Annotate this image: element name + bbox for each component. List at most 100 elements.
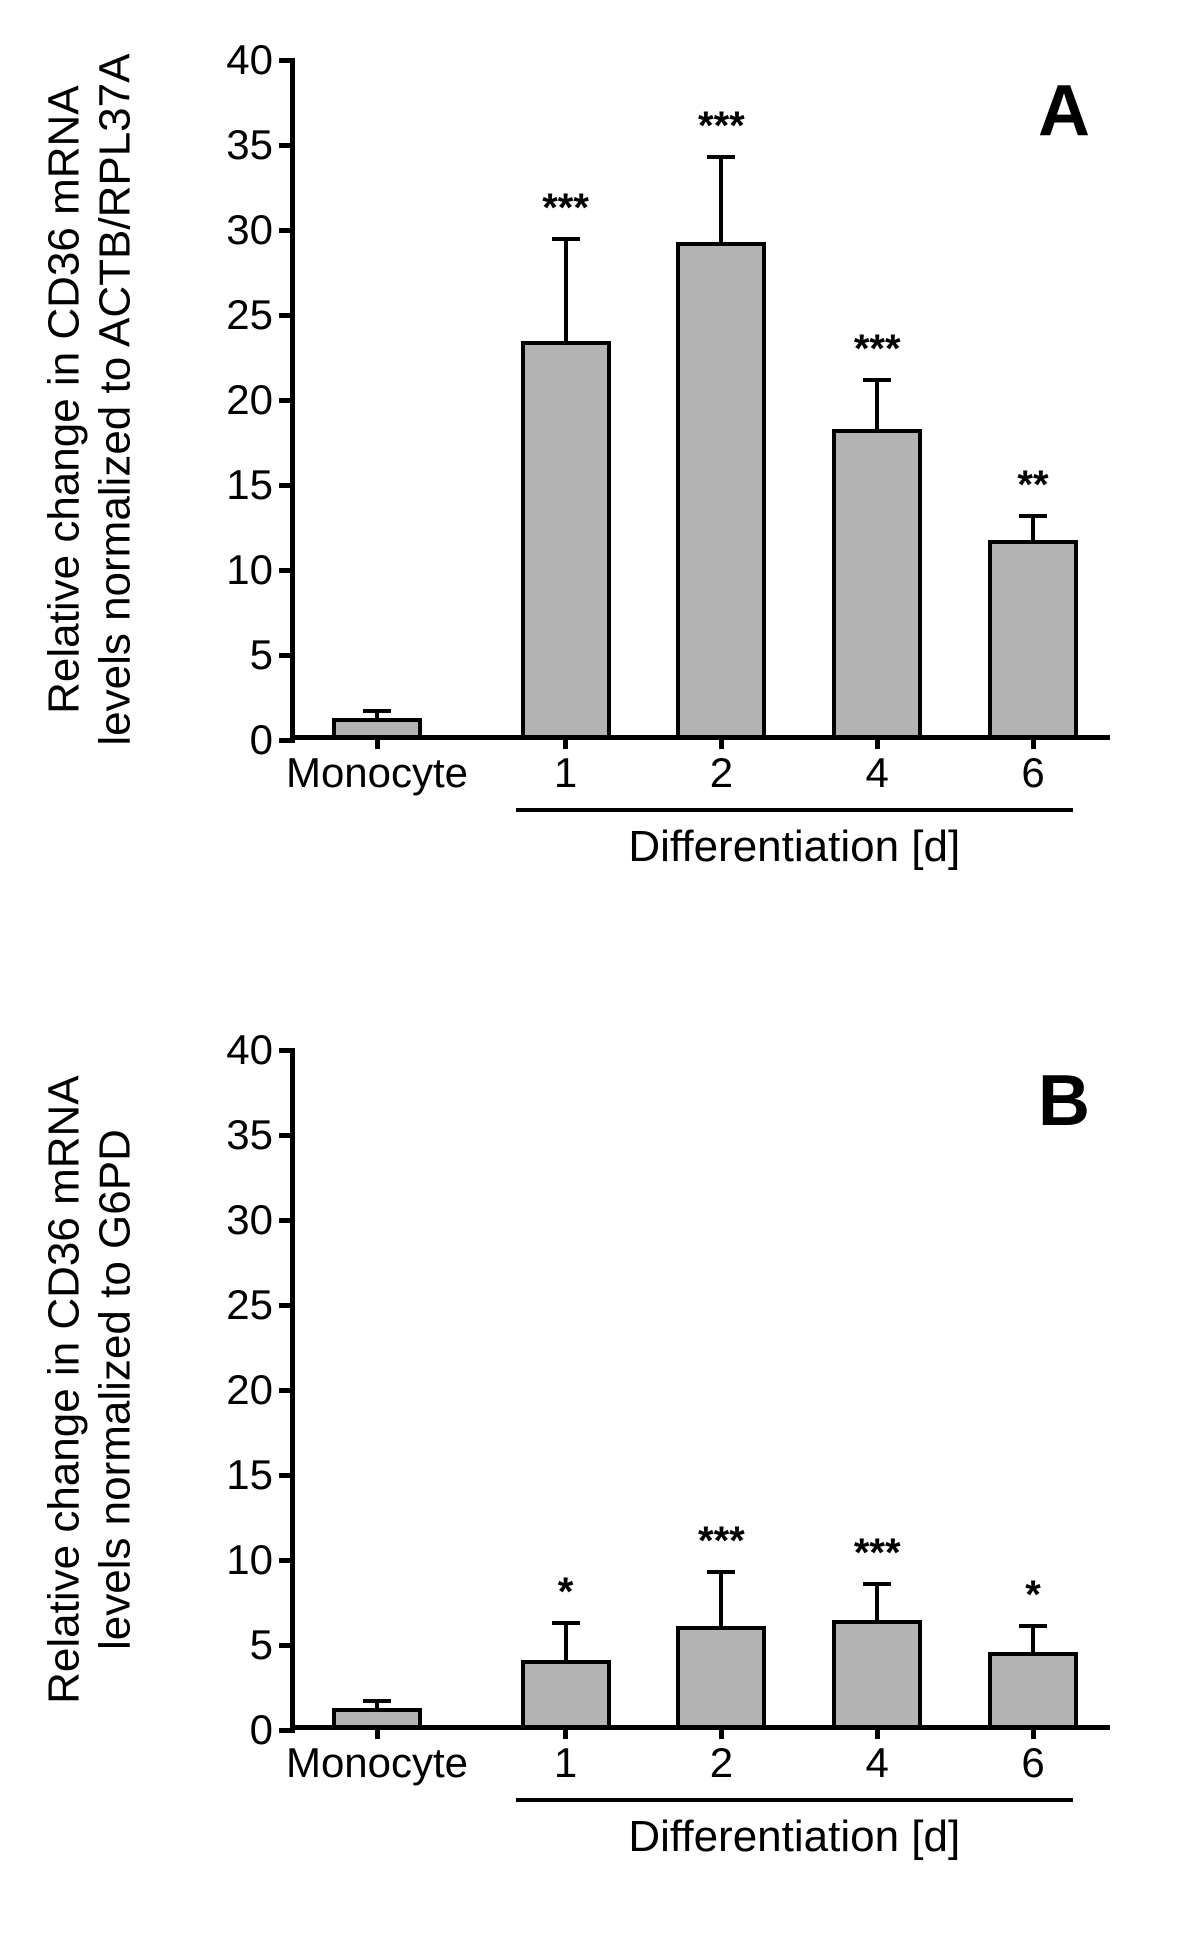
bar bbox=[988, 540, 1078, 736]
x-tick bbox=[1031, 1725, 1036, 1739]
y-tick-label: 35 bbox=[226, 1111, 273, 1159]
panel-B: Relative change in CD36 mRNAlevels norma… bbox=[50, 1010, 1150, 1930]
y-tick-label: 15 bbox=[226, 1451, 273, 1499]
y-axis-label-line1: Relative change in CD36 mRNA bbox=[39, 86, 88, 715]
bar bbox=[521, 341, 611, 735]
x-tick bbox=[375, 735, 380, 749]
x-tick bbox=[875, 735, 880, 749]
significance-label: ** bbox=[1017, 463, 1048, 508]
figure-container: Relative change in CD36 mRNAlevels norma… bbox=[50, 20, 1150, 1932]
bar bbox=[332, 1708, 422, 1725]
significance-label: *** bbox=[698, 1519, 745, 1564]
y-tick bbox=[279, 1133, 295, 1138]
y-axis-label: Relative change in CD36 mRNAlevels norma… bbox=[39, 1076, 140, 1705]
significance-label: *** bbox=[542, 186, 589, 231]
y-tick bbox=[279, 1218, 295, 1223]
y-axis-label-line1: Relative change in CD36 mRNA bbox=[39, 1076, 88, 1705]
error-cap bbox=[552, 237, 580, 241]
significance-label: *** bbox=[854, 327, 901, 372]
y-tick-label: 10 bbox=[226, 546, 273, 594]
y-tick-label: 40 bbox=[226, 36, 273, 84]
y-tick-label: 25 bbox=[226, 1281, 273, 1329]
x-tick bbox=[563, 735, 568, 749]
error-cap bbox=[1019, 514, 1047, 518]
panel-A: Relative change in CD36 mRNAlevels norma… bbox=[50, 20, 1150, 940]
y-axis-label-wrap: Relative change in CD36 mRNAlevels norma… bbox=[60, 1050, 120, 1730]
y-tick-label: 5 bbox=[250, 1621, 273, 1669]
y-tick-label: 25 bbox=[226, 291, 273, 339]
significance-label: *** bbox=[854, 1531, 901, 1576]
significance-label: *** bbox=[698, 104, 745, 149]
x-tick bbox=[875, 1725, 880, 1739]
x-tick-label: 4 bbox=[866, 1739, 889, 1787]
error-bar bbox=[719, 157, 723, 242]
error-cap bbox=[707, 1570, 735, 1574]
error-bar bbox=[564, 1623, 568, 1660]
y-tick-label: 35 bbox=[226, 121, 273, 169]
y-tick bbox=[279, 313, 295, 318]
y-tick-label: 15 bbox=[226, 461, 273, 509]
y-axis-label-line2: levels normalized to G6PD bbox=[90, 1076, 141, 1705]
error-bar bbox=[1031, 1626, 1035, 1652]
significance-label: * bbox=[1025, 1573, 1041, 1618]
x-tick-label: 2 bbox=[710, 1739, 733, 1787]
x-tick-label: Monocyte bbox=[286, 749, 468, 797]
x-tick-label: 1 bbox=[554, 749, 577, 797]
plot-area: 0510152025303540Monocyte1*2***4***6*B bbox=[290, 1050, 1110, 1730]
x-tick bbox=[375, 1725, 380, 1739]
bar bbox=[832, 1620, 922, 1725]
y-tick-label: 40 bbox=[226, 1026, 273, 1074]
y-tick bbox=[279, 398, 295, 403]
y-tick bbox=[279, 1473, 295, 1478]
x-tick-label: Monocyte bbox=[286, 1739, 468, 1787]
error-bar bbox=[875, 380, 879, 429]
y-tick bbox=[279, 1558, 295, 1563]
x-tick-label: 6 bbox=[1021, 749, 1044, 797]
y-tick-label: 5 bbox=[250, 631, 273, 679]
error-cap bbox=[707, 155, 735, 159]
bar bbox=[988, 1652, 1078, 1725]
y-tick bbox=[279, 58, 295, 63]
y-tick bbox=[279, 1048, 295, 1053]
error-cap bbox=[863, 1582, 891, 1586]
error-cap bbox=[363, 709, 391, 713]
x-group-line bbox=[516, 1798, 1074, 1802]
y-tick-label: 10 bbox=[226, 1536, 273, 1584]
y-tick bbox=[279, 568, 295, 573]
y-tick bbox=[279, 228, 295, 233]
x-tick bbox=[719, 735, 724, 749]
y-axis-label-line2: levels normalized to ACTB/RPL37A bbox=[90, 54, 141, 746]
y-tick bbox=[279, 1643, 295, 1648]
bar bbox=[332, 718, 422, 735]
x-tick bbox=[719, 1725, 724, 1739]
y-tick bbox=[279, 143, 295, 148]
plot-area: 0510152025303540Monocyte1***2***4***6**A bbox=[290, 60, 1110, 740]
bar bbox=[832, 429, 922, 735]
significance-label: * bbox=[558, 1570, 574, 1615]
x-tick-label: 2 bbox=[710, 749, 733, 797]
y-tick bbox=[279, 1303, 295, 1308]
y-tick-label: 0 bbox=[250, 716, 273, 764]
x-tick bbox=[563, 1725, 568, 1739]
bar bbox=[676, 1626, 766, 1725]
y-tick bbox=[279, 1728, 295, 1733]
x-axis-title: Differentiation [d] bbox=[628, 822, 960, 872]
bar bbox=[676, 242, 766, 735]
x-tick-label: 4 bbox=[866, 749, 889, 797]
error-bar bbox=[564, 239, 568, 341]
y-axis-label-wrap: Relative change in CD36 mRNAlevels norma… bbox=[60, 60, 120, 740]
x-group-line bbox=[516, 808, 1074, 812]
panel-letter: B bbox=[1038, 1060, 1090, 1142]
x-tick bbox=[1031, 735, 1036, 749]
y-axis-label: Relative change in CD36 mRNAlevels norma… bbox=[39, 54, 140, 746]
error-cap bbox=[363, 1699, 391, 1703]
y-tick-label: 0 bbox=[250, 1706, 273, 1754]
error-cap bbox=[552, 1621, 580, 1625]
y-tick bbox=[279, 1388, 295, 1393]
y-tick-label: 30 bbox=[226, 206, 273, 254]
bar bbox=[521, 1660, 611, 1725]
y-tick-label: 20 bbox=[226, 376, 273, 424]
error-cap bbox=[1019, 1624, 1047, 1628]
y-tick-label: 20 bbox=[226, 1366, 273, 1414]
x-tick-label: 1 bbox=[554, 1739, 577, 1787]
